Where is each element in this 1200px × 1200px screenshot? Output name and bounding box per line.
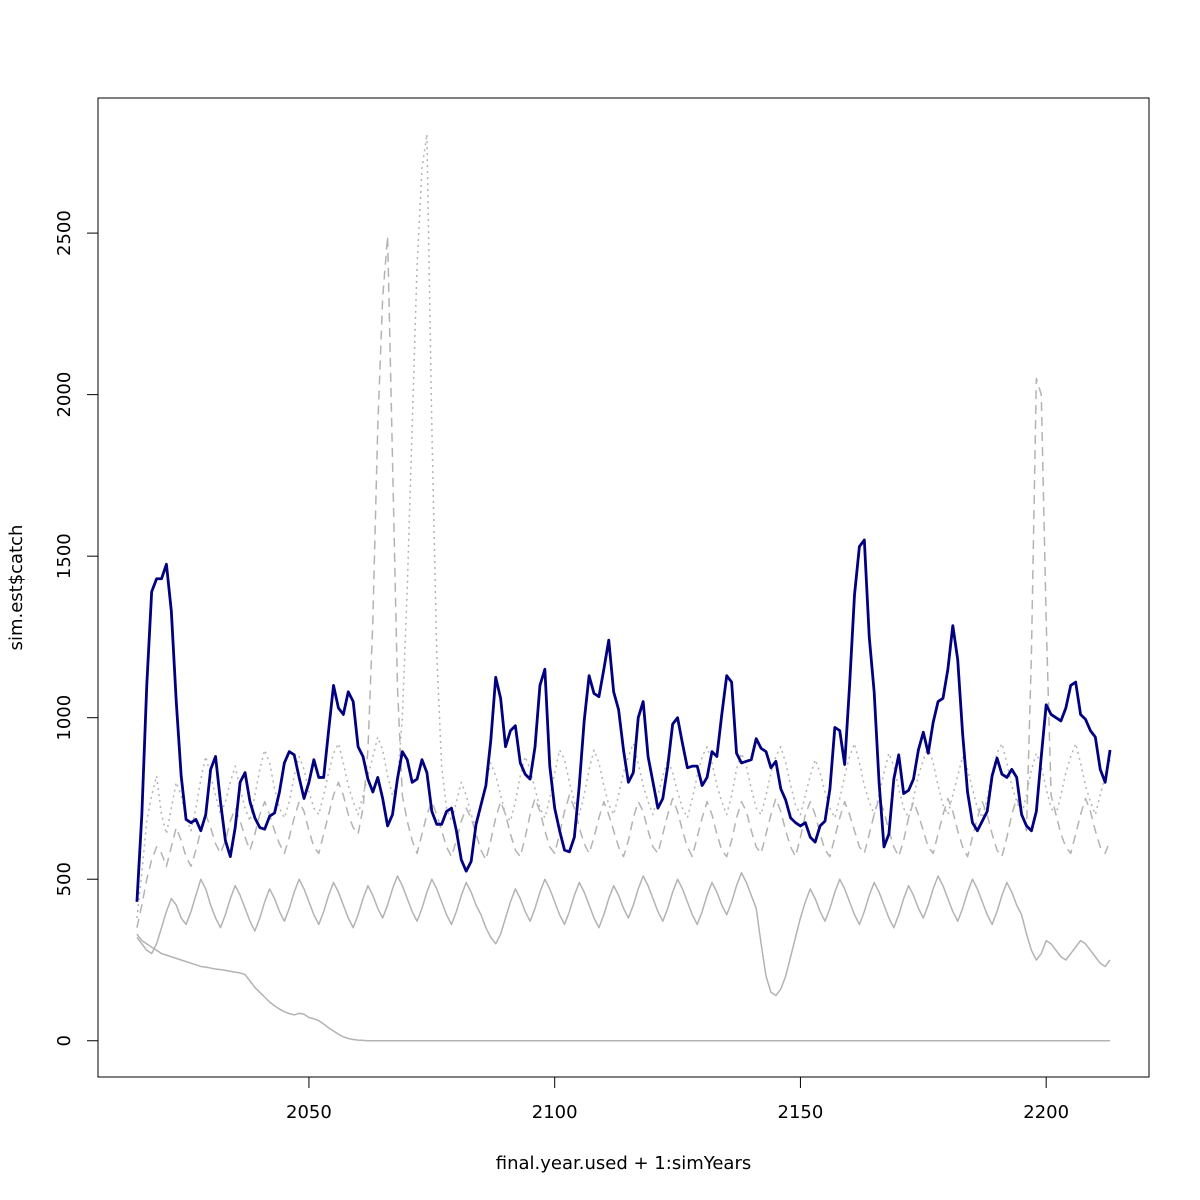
y-tick-label: 0 <box>54 1035 75 1046</box>
plot-frame <box>97 97 1150 1078</box>
series-line <box>136 235 1111 928</box>
x-axis-label: final.year.used + 1:simYears <box>496 1153 751 1174</box>
series-line <box>135 538 1112 902</box>
series-line <box>136 872 1111 997</box>
x-tick-label: 2050 <box>286 1102 332 1123</box>
y-axis-label: sim.est$catch <box>6 525 27 651</box>
series-line <box>136 133 1111 919</box>
y-tick-label: 1500 <box>54 533 75 579</box>
series-line <box>136 933 1111 1042</box>
x-tick-label: 2100 <box>532 1102 578 1123</box>
y-tick-label: 1000 <box>54 695 75 741</box>
y-tick-label: 2500 <box>54 210 75 256</box>
x-tick-label: 2200 <box>1023 1102 1069 1123</box>
y-tick-label: 500 <box>54 862 75 896</box>
y-tick-label: 2000 <box>54 372 75 418</box>
x-tick-label: 2150 <box>778 1102 824 1123</box>
